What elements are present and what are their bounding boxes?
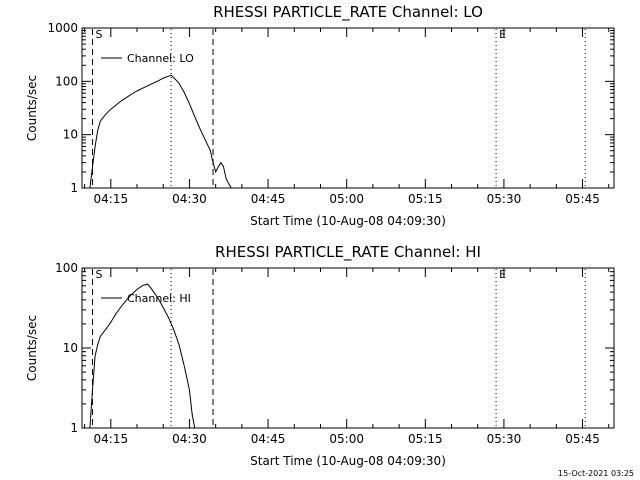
panel-lo-x-tick-label: 05:00 <box>329 192 364 206</box>
panel-lo-x-tick-label: 05:30 <box>487 192 522 206</box>
panel-hi-y-tick-label: 10 <box>63 341 78 355</box>
panel-lo-x-tick-label: 05:15 <box>408 192 443 206</box>
panel-hi-title: RHESSI PARTICLE_RATE Channel: HI <box>215 243 481 262</box>
panel-hi-x-tick-label: 05:00 <box>329 432 364 446</box>
panel-hi-x-tick-label: 05:15 <box>408 432 443 446</box>
panel-lo-plot-frame <box>81 27 615 189</box>
panel-lo-y-tick-label: 1000 <box>47 21 78 35</box>
panel-hi-legend-label: Channel: HI <box>127 292 191 305</box>
panel-lo-x-tick-label: 04:30 <box>172 192 207 206</box>
panel-hi-series <box>89 283 196 429</box>
panel-hi-marker-label: E <box>499 268 506 281</box>
panel-hi: RHESSI PARTICLE_RATE Channel: HI 04:15 04… <box>25 243 615 468</box>
panel-lo-legend-label: Channel: LO <box>127 52 194 65</box>
panel-lo-x-axis: 04:15 04:30 04:45 05:00 05:15 05:30 05:45 <box>84 28 610 206</box>
panel-hi-series-line <box>89 283 196 429</box>
panel-lo-y-tick-label: 100 <box>55 74 78 88</box>
panel-hi-x-tick-label: 05:30 <box>487 432 522 446</box>
panel-lo-title: RHESSI PARTICLE_RATE Channel: LO <box>213 3 483 22</box>
panel-hi-y-tick-label: 100 <box>55 261 78 275</box>
panel-lo-marker-label: E <box>499 28 506 41</box>
panel-hi-x-axis: 04:15 04:30 04:45 05:00 05:15 05:30 05:45 <box>84 268 610 446</box>
panel-hi-marker-label: S <box>95 268 102 281</box>
panel-hi-x-axis-label: Start Time (10-Aug-08 04:09:30) <box>250 454 446 468</box>
panel-lo-marker-label: S <box>95 28 102 41</box>
panel-hi-y-axis: 1 10 100 <box>55 261 614 435</box>
panel-hi-x-tick-label: 04:30 <box>172 432 207 446</box>
panel-lo-y-axis: 1 10 100 1000 <box>47 21 614 195</box>
panel-lo-x-tick-label: 04:15 <box>94 192 129 206</box>
panel-lo-series <box>89 74 232 189</box>
panel-hi-x-tick-label: 04:15 <box>94 432 129 446</box>
panel-hi-y-tick-label: 1 <box>70 421 78 435</box>
panel-hi-x-tick-label: 04:45 <box>251 432 286 446</box>
panel-lo-x-tick-label: 05:45 <box>565 192 600 206</box>
panel-lo-series-line <box>89 74 232 189</box>
panel-lo: RHESSI PARTICLE_RATE Channel: LO 04:15 04… <box>25 3 615 228</box>
panel-lo-y-tick-label: 1 <box>70 181 78 195</box>
panel-hi-x-tick-label: 05:45 <box>565 432 600 446</box>
panel-lo-y-axis-label: Counts/sec <box>25 75 39 141</box>
panel-lo-y-tick-label: 10 <box>63 128 78 142</box>
panel-lo-x-tick-label: 04:45 <box>251 192 286 206</box>
panel-lo-x-axis-label: Start Time (10-Aug-08 04:09:30) <box>250 214 446 228</box>
panel-hi-y-axis-label: Counts/sec <box>25 315 39 381</box>
generation-timestamp: 15-Oct-2021 03:25 <box>558 469 634 478</box>
